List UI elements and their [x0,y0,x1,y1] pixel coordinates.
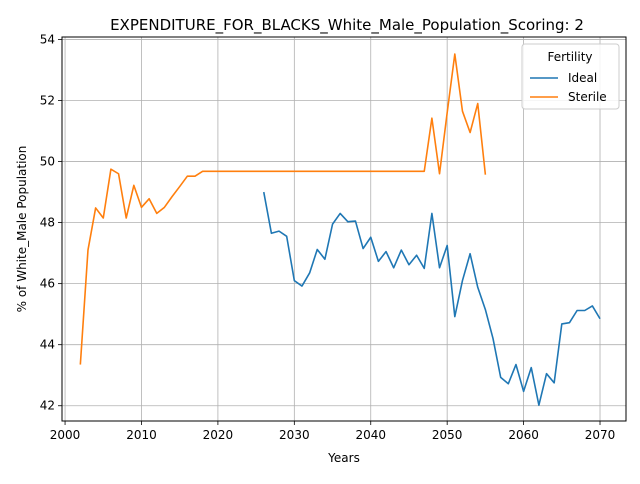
x-tick-label: 2030 [279,428,310,442]
x-tick-label: 2000 [50,428,81,442]
y-tick-label: 42 [40,399,55,413]
y-tick-label: 52 [40,93,55,107]
y-axis-label: % of White_Male Population [15,146,29,313]
legend-box [521,43,620,110]
x-tick-label: 2040 [355,428,386,442]
plot-area-frame [61,36,627,422]
y-tick-label: 54 [40,32,55,46]
legend-label-sterile: Sterile [568,90,607,104]
y-tick-label: 48 [40,216,55,230]
legend-label-ideal: Ideal [568,71,597,85]
x-axis-label: Years [327,451,360,465]
axis-ticks: 2000 2010 2020 2030 2040 2050 2060 2070 42 44 46 48… [40,32,616,442]
x-tick-label: 2050 [432,428,463,442]
y-tick-label: 44 [40,338,55,352]
legend-title: Fertility [547,50,592,64]
x-tick-label: 2060 [508,428,539,442]
chart-title: EXPENDITURE_FOR_BLACKS_White_Male_Popula… [110,16,584,35]
series-line-sterile [79,53,487,365]
x-tick-label: 2070 [585,428,616,442]
x-tick-label: 2020 [203,428,234,442]
y-tick-label: 46 [40,277,55,291]
series-line-ideal [262,191,601,406]
y-tick-label: 50 [40,155,55,169]
x-tick-label: 2010 [126,428,157,442]
series-lines [79,53,601,406]
legend: Fertility Ideal Sterile [521,43,620,110]
